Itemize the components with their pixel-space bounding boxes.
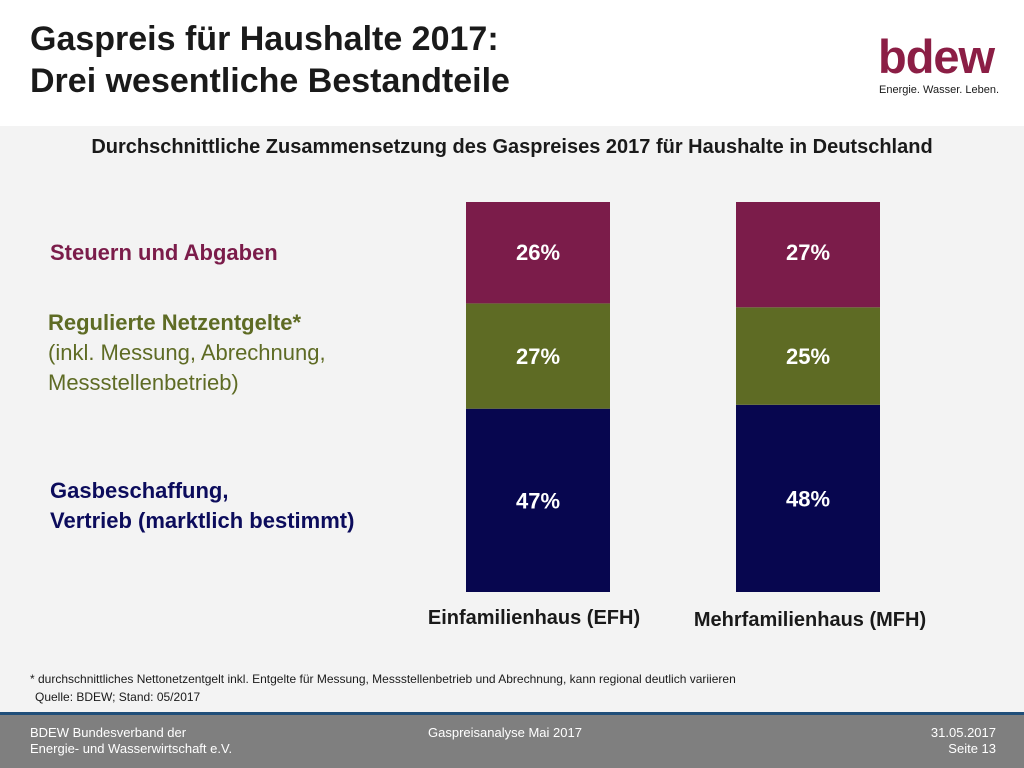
chart-subtitle: Durchschnittliche Zusammensetzung des Ga… [91,136,933,158]
source-text: Quelle: BDEW; Stand: 05/2017 [35,690,201,704]
data-label: 26% [516,240,560,265]
category-label: Mehrfamilienhaus (MFH) [694,609,926,631]
footer-org-line-2: Energie- und Wasserwirtschaft e.V. [30,741,233,756]
data-label: 25% [786,344,830,369]
title-line-1: Gaspreis für Haushalte 2017: [30,20,499,58]
footnote: * durchschnittliches Nettonetzentgelt in… [30,670,736,706]
header: Gaspreis für Haushalte 2017: Drei wesent… [0,0,1024,126]
page-title: Gaspreis für Haushalte 2017: Drei wesent… [30,18,510,102]
stacked-bar-chart: 47% 27% 26% Einfamilienhaus (EFH) 48% 25% 27% M… [428,202,926,631]
bdew-logo: bdew Energie. Wasser. Leben. [878,32,1002,104]
data-label: 48% [786,486,830,511]
legend-network-fees-detail-1: (inkl. Messung, Abrechnung, [48,340,326,365]
footer-date: 31.05.2017 [930,725,996,740]
footer-presentation-title: Gaspreisanalyse Mai 2017 [428,725,582,740]
legend-network-fees: Regulierte Netzentgelte* (inkl. Messung,… [48,308,326,398]
footer: BDEW Bundesverband der Energie- und Wass… [0,715,1024,768]
footnote-text: * durchschnittliches Nettonetzentgelt in… [30,672,736,686]
bar-segment [736,307,880,405]
slide-content: Durchschnittliche Zusammensetzung des Ga… [0,126,1024,712]
legend-gas-procurement-line-1: Gasbeschaffung, [50,478,229,503]
footer-organization: BDEW Bundesverband der Energie- und Wass… [30,725,232,757]
footer-divider [0,712,1024,715]
data-label: 27% [516,344,560,369]
data-label: 47% [516,488,560,513]
bar-segment [466,303,610,409]
footer-meta: 31.05.2017 Seite 13 [931,725,996,757]
footer-org-line-1: BDEW Bundesverband der [30,725,187,740]
data-label: 27% [786,240,830,265]
legend-network-fees-title: Regulierte Netzentgelte* [48,310,302,335]
logo-wordmark: bdew [878,30,995,83]
bar-segment [736,404,880,592]
legend-network-fees-detail-2: Messstellenbetrieb) [48,370,239,395]
bar-segment [736,202,880,308]
bar-segment [466,202,610,304]
legend-gas-procurement-line-2: Vertrieb (marktlich bestimmt) [50,508,355,533]
title-line-2: Drei wesentliche Bestandteile [30,62,510,100]
category-label: Einfamilienhaus (EFH) [428,607,640,629]
bar-segment [466,408,610,592]
legend-taxes: Steuern und Abgaben [50,240,278,265]
legend-gas-procurement: Gasbeschaffung, Vertrieb (marktlich best… [50,476,354,536]
logo-tagline: Energie. Wasser. Leben. [879,84,1000,96]
footer-page-number: Seite 13 [948,741,996,756]
